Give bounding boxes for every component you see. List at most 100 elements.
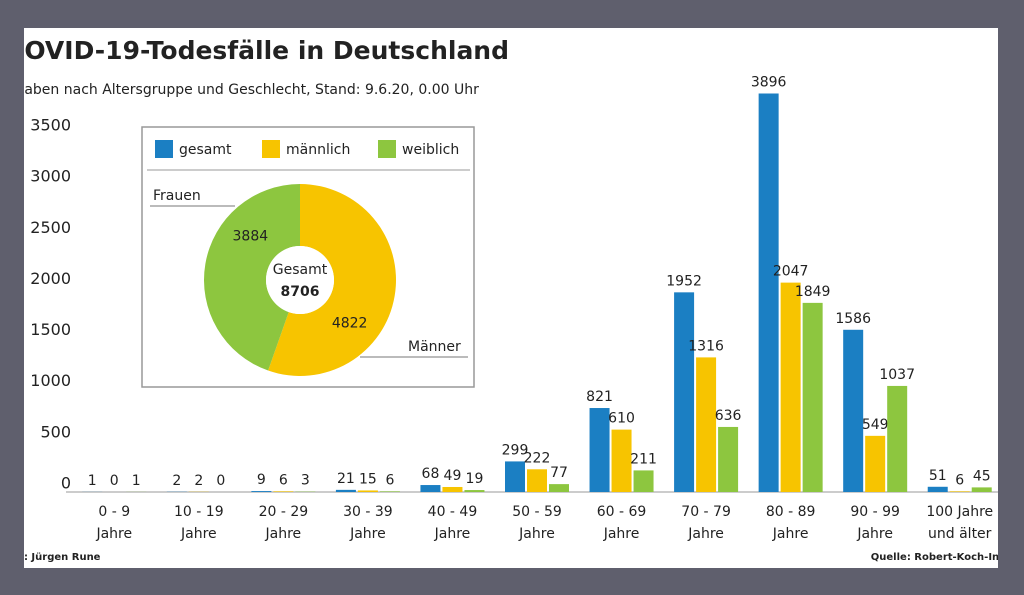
value-label: 0 [110,473,119,489]
value-label: 6 [385,472,394,488]
x-tick-label: Jahre [349,526,386,542]
x-tick-label: Jahre [180,526,217,542]
value-label: 1586 [835,311,871,327]
center-total: 8706 [281,284,320,300]
bar [633,470,654,492]
value-label: 6 [955,472,964,488]
x-tick-label: 70 - 79 [681,504,731,520]
bar [442,486,463,492]
value-label: 2 [194,473,203,489]
value-label: 2 [172,473,181,489]
value-label: 51 [929,468,947,484]
x-tick-label: 90 - 99 [850,504,900,520]
x-tick-label: 20 - 29 [259,504,309,520]
bar [674,292,695,492]
value-label: 9 [257,472,266,488]
value-label: 19 [466,471,484,487]
value-label: 3896 [751,74,787,90]
bar [273,491,294,492]
bar [335,489,356,492]
bar [527,469,547,492]
bar [758,93,779,492]
value-label: 1 [88,473,97,489]
center-label: Gesamt [273,262,328,278]
bar [971,487,992,492]
x-tick-label: 50 - 59 [512,504,562,520]
y-tick-label: 2000 [30,269,71,288]
value-label: 1952 [666,273,702,289]
donut-slice [268,184,396,377]
y-tick-label: 500 [40,422,71,441]
credit: Grafik: Jürgen Rune [0,552,101,563]
legend-swatch [262,140,280,158]
value-label: 0 [216,473,225,489]
value-label: 636 [715,408,742,424]
bar [718,426,739,492]
chart-title: COVID-19-Todesfälle in Deutschland [6,36,509,65]
bar [802,302,823,492]
value-label: 1037 [879,367,915,383]
slice-value: 3884 [233,229,269,245]
bar [927,486,948,492]
value-label: 77 [550,465,568,481]
value-label: 549 [862,417,889,433]
legend-label: männlich [286,142,350,158]
x-tick-label: 0 - 9 [98,504,130,520]
x-tick-label: Jahre [95,526,132,542]
donut-hole [266,246,334,314]
x-tick-label: 60 - 69 [597,504,647,520]
x-tick-label: Jahre [603,526,640,542]
y-tick-label: 2500 [30,218,71,237]
y-tick-label: 1500 [30,320,71,339]
value-label: 21 [337,471,355,487]
x-tick-label: 80 - 89 [766,504,816,520]
x-tick-label: Jahre [856,526,893,542]
y-tick-label: 3000 [30,167,71,186]
bar [379,491,400,492]
value-label: 49 [444,468,462,484]
value-label: 45 [973,468,991,484]
donut-slice [204,184,300,371]
value-label: 68 [422,466,440,482]
x-tick-label: 10 - 19 [174,504,224,520]
bar [420,485,441,492]
value-label: 610 [608,411,635,427]
bar [505,461,525,492]
x-tick-label: 100 Jahre [926,504,993,520]
bar [357,490,378,492]
value-label: 1316 [688,338,724,354]
value-label: 821 [586,389,613,405]
bar [780,282,801,492]
y-tick-label: 3500 [30,116,71,135]
bar [464,490,485,492]
legend-label: gesamt [179,142,232,158]
x-tick-label: 30 - 39 [343,504,393,520]
legend-swatch [155,140,173,158]
chart-subtitle: Angaben nach Altersgruppe und Geschlecht… [0,82,479,98]
value-label: 2047 [773,264,809,280]
legend-label: weiblich [402,142,459,158]
x-tick-label: 40 - 49 [428,504,478,520]
x-tick-label: und älter [928,526,992,542]
value-label: 211 [630,451,657,467]
value-label: 1849 [795,284,831,300]
bar [865,435,886,492]
x-tick-label: Jahre [772,526,809,542]
value-label: 6 [279,472,288,488]
value-label: 299 [502,442,529,458]
bar [843,329,864,492]
bar [589,408,610,492]
y-tick-label: 0 [61,474,71,493]
slice-value: 4822 [332,315,368,331]
x-tick-label: Jahre [265,526,302,542]
bar [251,491,272,492]
value-label: 3 [301,473,310,489]
bar [611,429,632,492]
slice-label: Frauen [153,188,201,204]
x-tick-label: Jahre [434,526,471,542]
value-label: 1 [132,473,141,489]
bar [949,491,970,492]
x-tick-label: Jahre [518,526,555,542]
y-tick-label: 1000 [30,371,71,390]
